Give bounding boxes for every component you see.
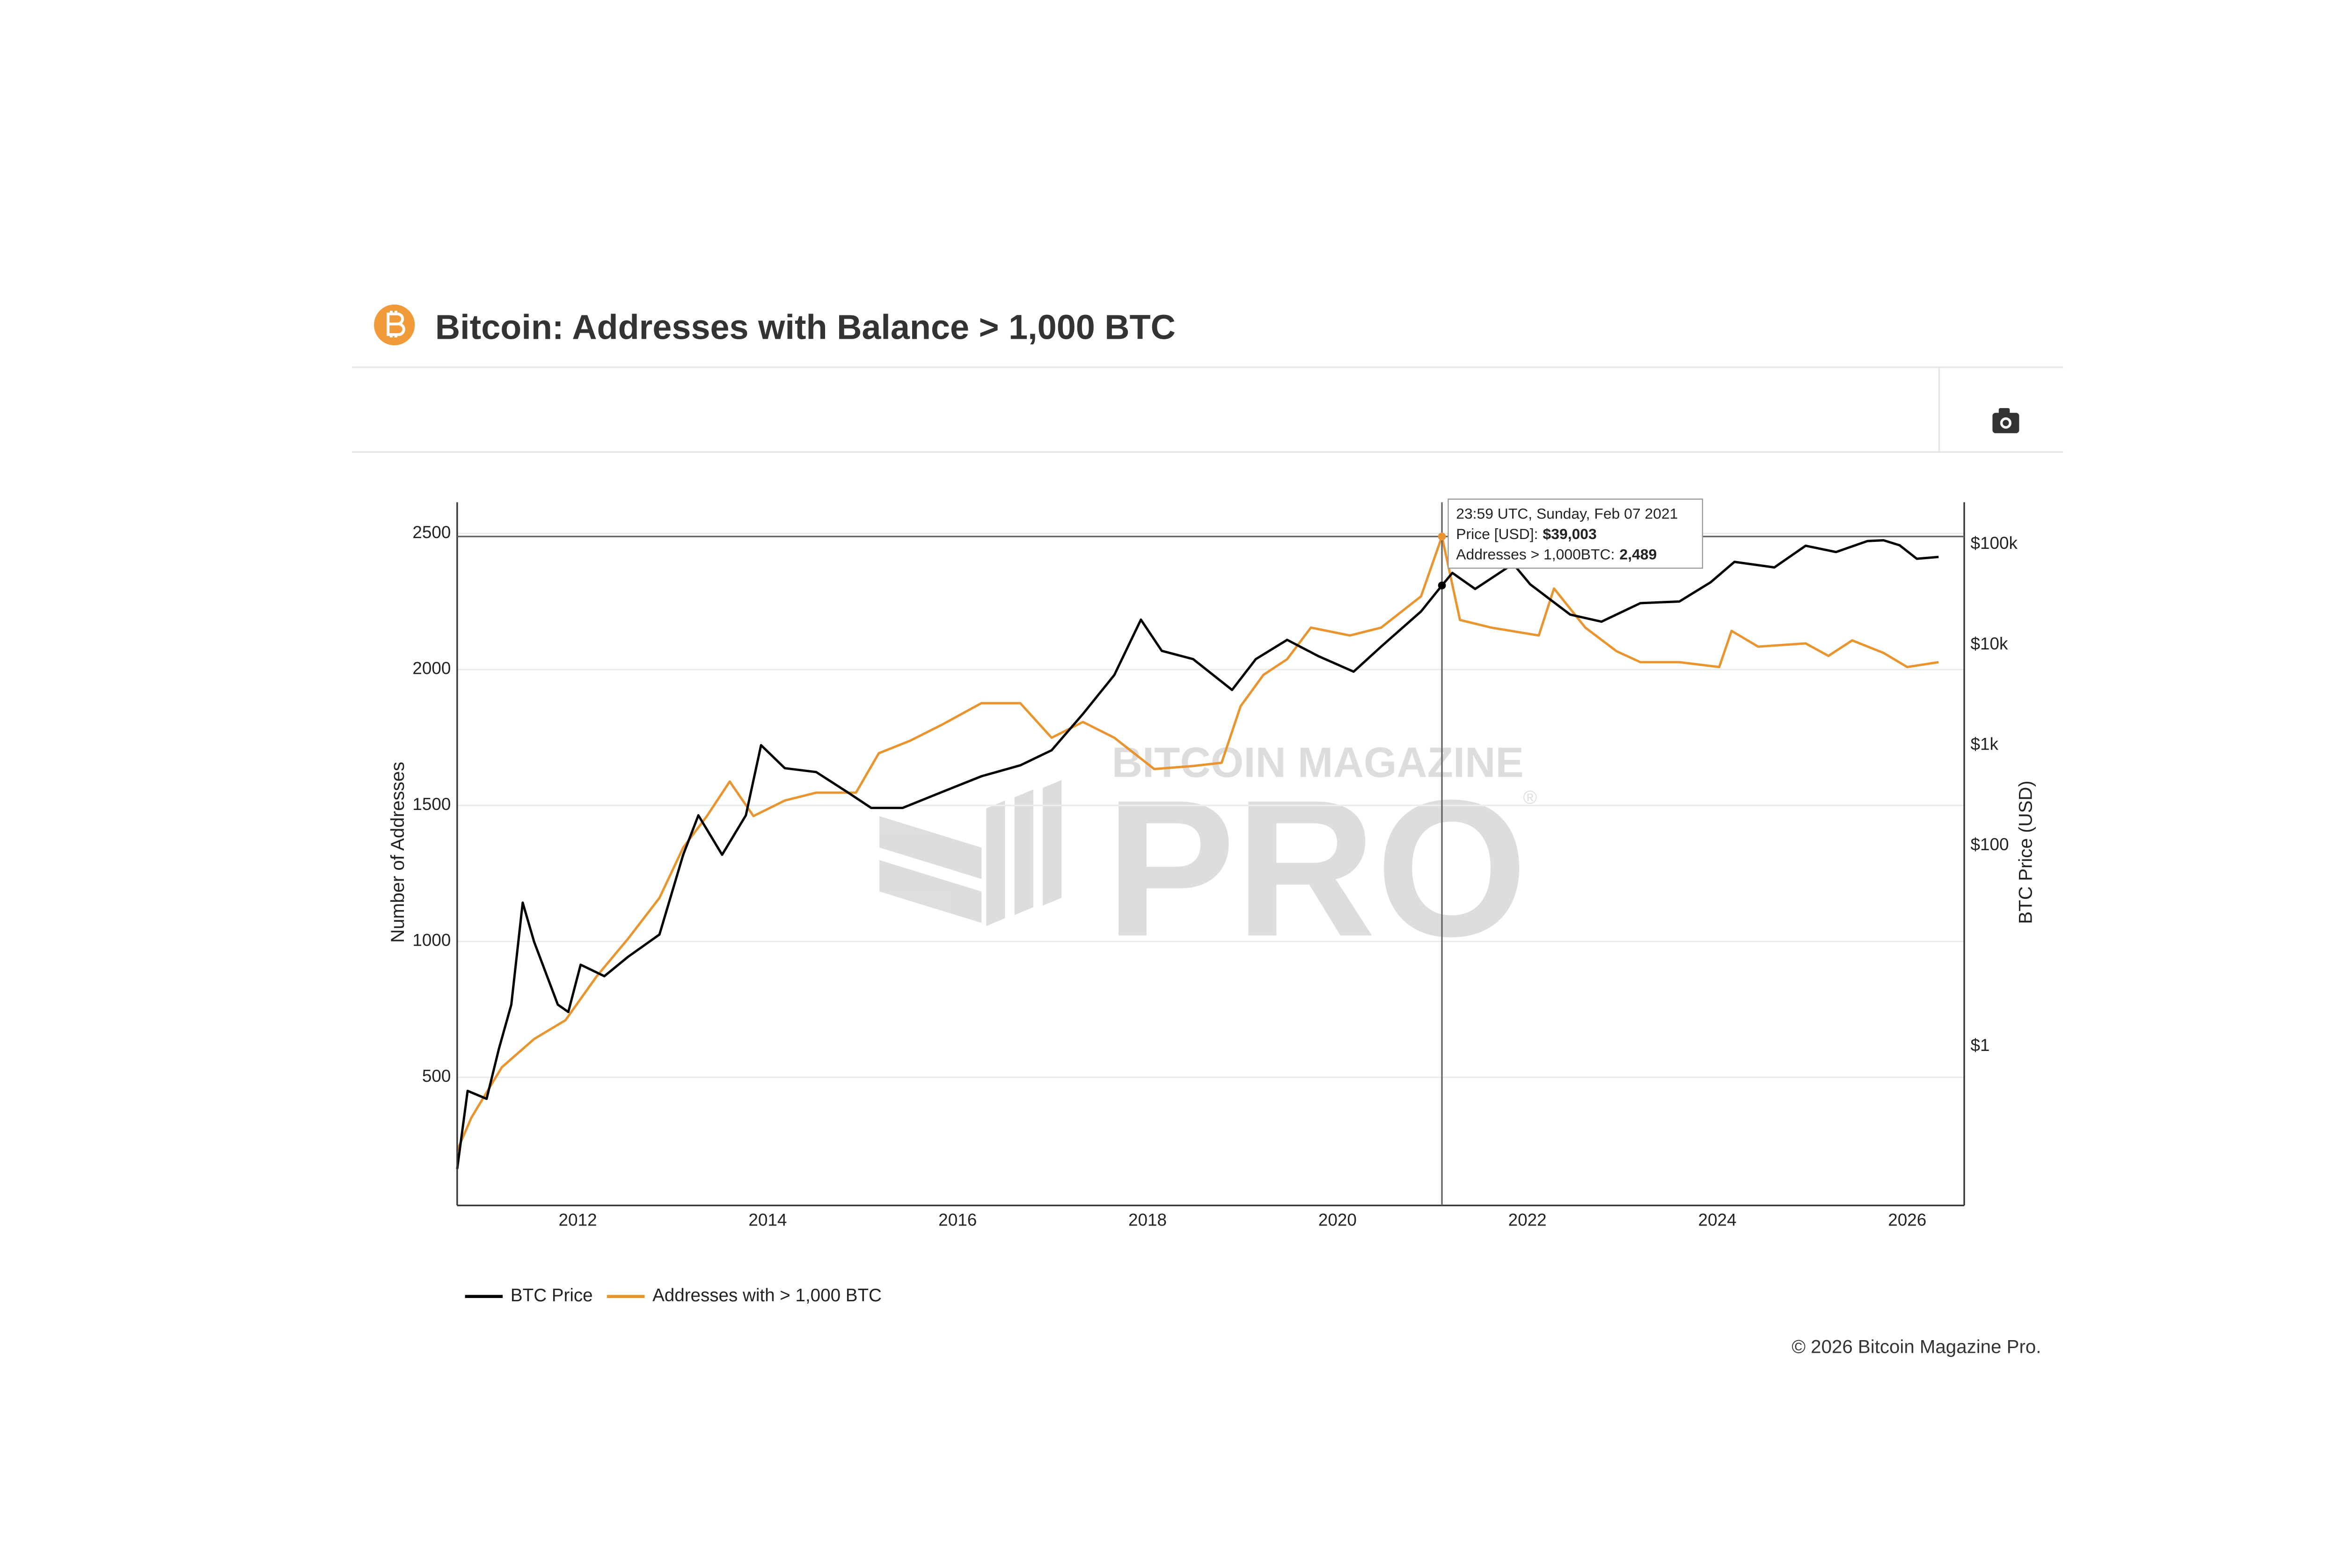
hover: 23:59 UTC, Sunday, Feb 07 2021 Price [USD… xyxy=(457,498,1965,1206)
tooltip-addresses: Addresses > 1,000BTC: 2,489 xyxy=(1456,546,1657,563)
hover-point xyxy=(1438,532,1446,540)
tooltip-addresses-label: Addresses > 1,000BTC: xyxy=(1456,546,1615,563)
tooltip-price: Price [USD]: $39,003 xyxy=(1456,525,1597,542)
tooltip-box xyxy=(1448,498,1704,569)
tooltip-price-label: Price [USD]: xyxy=(1456,525,1538,542)
hover-point xyxy=(1438,581,1446,590)
legend-item[interactable]: Addresses with > 1,000 BTC xyxy=(607,1285,882,1305)
ticks: 500 1000 1500 2000 2500 $1 $100 $1k $10k $100k 201… xyxy=(412,523,2018,1229)
y-axis-title: Number of Addresses xyxy=(387,762,408,943)
y2-tick-label: $1 xyxy=(1970,1036,1989,1055)
tooltip-date: 23:59 UTC, Sunday, Feb 07 2021 xyxy=(1456,505,1678,522)
camera-lens-inner xyxy=(2003,420,2009,426)
copyright: © 2026 Bitcoin Magazine Pro. xyxy=(1792,1336,2041,1357)
plot-area xyxy=(456,535,1939,1169)
series-line xyxy=(456,539,1939,1169)
chart-title: Bitcoin: Addresses with Balance > 1,000 … xyxy=(435,308,1176,347)
y-tick-label: 2500 xyxy=(412,523,451,542)
screenshot-button[interactable] xyxy=(1992,408,2019,433)
y-tick-label: 500 xyxy=(422,1066,451,1086)
x-tick-label: 2022 xyxy=(1508,1210,1547,1229)
x-tick-label: 2014 xyxy=(748,1210,787,1229)
camera-top xyxy=(1998,408,2010,415)
y2-tick-label: $100k xyxy=(1970,533,2018,553)
x-tick-label: 2024 xyxy=(1698,1210,1736,1229)
x-tick-label: 2018 xyxy=(1128,1210,1167,1229)
x-tick-label: 2016 xyxy=(938,1210,977,1229)
y2-tick-label: $1k xyxy=(1970,734,1998,753)
tooltip-addresses-value: 2,489 xyxy=(1619,546,1657,563)
y-tick-label: 1000 xyxy=(412,931,451,950)
y2-tick-label: $100 xyxy=(1970,835,2009,854)
x-tick-label: 2012 xyxy=(559,1210,597,1229)
legend-label: Addresses with > 1,000 BTC xyxy=(652,1285,882,1305)
y-tick-label: 2000 xyxy=(412,659,451,678)
grid xyxy=(457,532,1965,1079)
watermark-registered: ® xyxy=(1523,787,1537,808)
y-tick-label: 1500 xyxy=(412,795,451,814)
watermark: BITCOIN MAGAZINE PRO ® xyxy=(879,739,1537,977)
x-tick-label: 2026 xyxy=(1888,1210,1926,1229)
y2-axis-title: BTC Price (USD) xyxy=(2015,780,2036,924)
legend-item[interactable]: BTC Price xyxy=(465,1285,593,1305)
legend-label: BTC Price xyxy=(511,1285,593,1305)
watermark-brand: BITCOIN MAGAZINE xyxy=(1112,739,1524,786)
x-tick-label: 2020 xyxy=(1318,1210,1357,1229)
legend: BTC Price Addresses with > 1,000 BTC xyxy=(465,1285,882,1305)
y2-tick-label: $10k xyxy=(1970,634,2008,653)
tooltip-price-value: $39,003 xyxy=(1543,525,1597,542)
bitcoin-glyph xyxy=(387,311,405,338)
watermark-product: PRO xyxy=(1105,759,1527,977)
watermark-logo xyxy=(879,780,1062,926)
